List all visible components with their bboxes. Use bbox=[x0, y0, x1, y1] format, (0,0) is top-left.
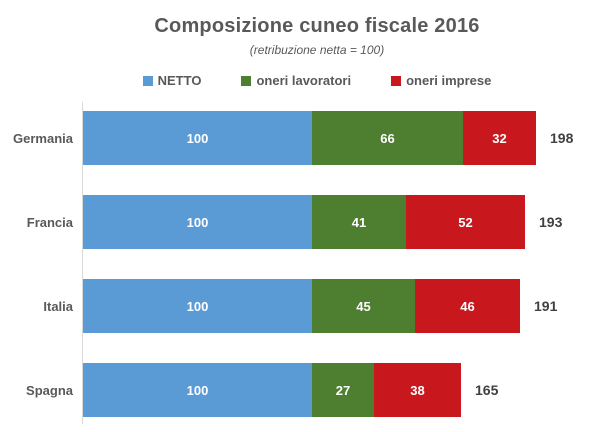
stacked-bar: 100 66 32 bbox=[83, 111, 536, 165]
total-label: 193 bbox=[539, 214, 563, 230]
bar-segment-oneri-imprese: 32 bbox=[463, 111, 536, 165]
bar-row-germania: Germania 100 66 32 198 bbox=[0, 96, 600, 180]
legend-item-oneri-imprese: oneri imprese bbox=[391, 73, 491, 88]
legend-item-oneri-lavoratori: oneri lavoratori bbox=[241, 73, 351, 88]
category-label: Francia bbox=[26, 214, 73, 230]
netto-swatch-icon bbox=[142, 75, 153, 86]
stacked-bar: 100 41 52 bbox=[83, 195, 525, 249]
oneri-lavoratori-swatch-icon bbox=[241, 75, 252, 86]
total-label: 191 bbox=[534, 298, 558, 314]
stacked-bar: 100 27 38 bbox=[83, 363, 461, 417]
bar-segment-oneri-lavoratori: 41 bbox=[312, 195, 406, 249]
legend: NETTO oneri lavoratori oneri imprese bbox=[0, 73, 600, 88]
segment-value: 32 bbox=[492, 130, 507, 146]
plot-area: Germania 100 66 32 198 Francia 100 41 52… bbox=[0, 96, 600, 432]
category-axis-line bbox=[82, 102, 83, 424]
legend-label-oneri-lavoratori: oneri lavoratori bbox=[256, 73, 352, 88]
bar-segment-oneri-imprese: 52 bbox=[406, 195, 525, 249]
bar-segment-netto: 100 bbox=[83, 363, 312, 417]
segment-value: 100 bbox=[186, 382, 209, 398]
legend-item-netto: NETTO bbox=[142, 73, 202, 88]
stacked-bar: 100 45 46 bbox=[83, 279, 520, 333]
segment-value: 41 bbox=[351, 214, 367, 230]
category-label: Italia bbox=[43, 298, 73, 314]
chart-subtitle: (retribuzione netta = 100) bbox=[249, 43, 385, 57]
chart-title: Composizione cuneo fiscale 2016 bbox=[154, 15, 480, 37]
segment-value: 100 bbox=[186, 214, 209, 230]
bar-segment-oneri-imprese: 38 bbox=[374, 363, 461, 417]
total-label: 165 bbox=[475, 382, 499, 398]
legend-label-oneri-imprese: oneri imprese bbox=[406, 73, 492, 88]
category-label: Germania bbox=[13, 130, 73, 146]
chart-header: Composizione cuneo fiscale 2016 (retribu… bbox=[0, 14, 600, 58]
segment-value: 46 bbox=[460, 298, 475, 314]
segment-value: 100 bbox=[186, 130, 209, 146]
bar-segment-netto: 100 bbox=[83, 279, 312, 333]
category-label: Spagna bbox=[26, 382, 73, 398]
bar-segment-oneri-lavoratori: 27 bbox=[312, 363, 374, 417]
bar-segment-oneri-lavoratori: 45 bbox=[312, 279, 415, 333]
total-label: 198 bbox=[550, 130, 574, 146]
oneri-imprese-swatch-icon bbox=[391, 75, 402, 86]
bar-row-italia: Italia 100 45 46 191 bbox=[0, 264, 600, 348]
bar-segment-oneri-imprese: 46 bbox=[415, 279, 520, 333]
bar-row-spagna: Spagna 100 27 38 165 bbox=[0, 348, 600, 432]
segment-value: 52 bbox=[458, 214, 473, 230]
bar-segment-netto: 100 bbox=[83, 195, 312, 249]
bar-row-francia: Francia 100 41 52 193 bbox=[0, 180, 600, 264]
legend-label-netto: NETTO bbox=[157, 73, 202, 88]
segment-value: 100 bbox=[186, 298, 209, 314]
segment-value: 27 bbox=[335, 382, 351, 398]
bar-segment-oneri-lavoratori: 66 bbox=[312, 111, 463, 165]
bar-segment-netto: 100 bbox=[83, 111, 312, 165]
segment-value: 66 bbox=[380, 130, 395, 146]
segment-value: 38 bbox=[410, 382, 425, 398]
segment-value: 45 bbox=[356, 298, 371, 314]
